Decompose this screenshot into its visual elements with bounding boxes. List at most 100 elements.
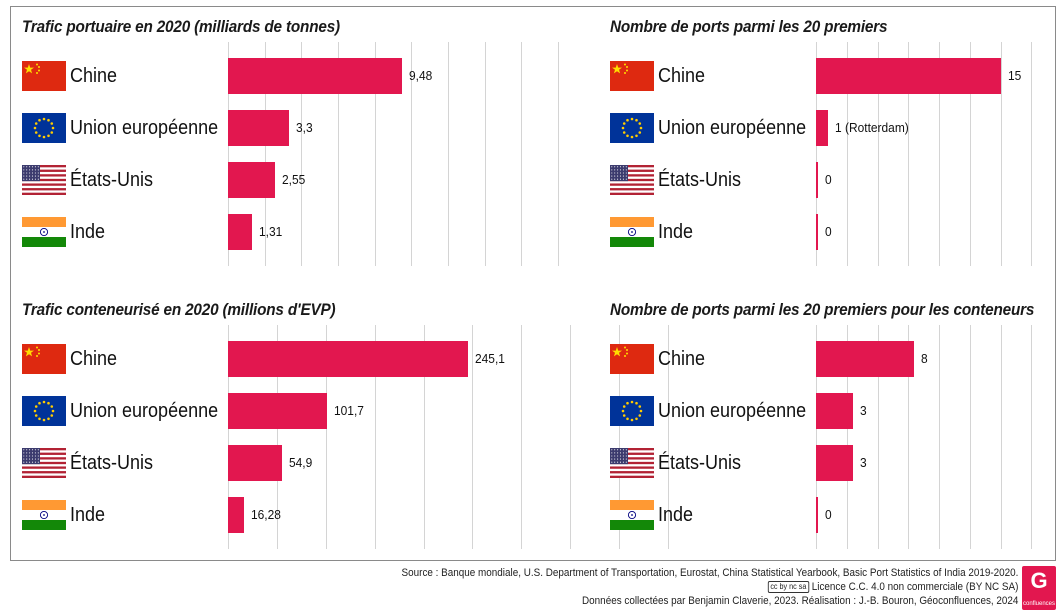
category-label: Inde	[70, 504, 106, 526]
gridline	[619, 325, 620, 549]
footer: Source : Banque mondiale, U.S. Departmen…	[333, 566, 1018, 608]
bar-inde	[228, 497, 244, 533]
value-label: 101,7	[334, 403, 365, 418]
gridline	[816, 325, 817, 549]
license-text: Licence C.C. 4.0 non commerciale (BY NC …	[811, 581, 1018, 593]
gridline	[570, 325, 571, 549]
eu-flag-icon	[610, 113, 654, 143]
gridline	[228, 42, 229, 266]
value-label: 0	[824, 224, 832, 239]
bar-chine	[228, 58, 402, 94]
gridline	[1031, 42, 1032, 266]
row-inde: Inde	[22, 214, 212, 254]
gridline	[265, 42, 266, 266]
gridline	[939, 42, 940, 266]
china-flag-icon	[610, 344, 654, 374]
india-flag-icon	[22, 500, 66, 530]
bar-etats-unis	[228, 162, 275, 198]
india-flag-icon	[610, 217, 654, 247]
row-union-europeenne: Union européenne	[610, 110, 806, 150]
gridline	[847, 325, 848, 549]
value-label: 1 (Rotterdam)	[835, 120, 910, 135]
gridline	[908, 325, 909, 549]
gridline	[521, 325, 522, 549]
logo-text: confluences	[1022, 601, 1056, 607]
bar-chine	[228, 341, 468, 377]
gridline	[424, 325, 425, 549]
row-etats-unis: États-Unis	[22, 162, 212, 202]
gridline	[908, 42, 909, 266]
bar-etats-unis	[816, 162, 818, 198]
gridline	[448, 42, 449, 266]
category-label: États-Unis	[658, 169, 742, 191]
chart-title: Trafic portuaire en 2020 (milliards de t…	[22, 17, 340, 36]
china-flag-icon	[610, 61, 654, 91]
bar-etats-unis	[228, 445, 282, 481]
usa-flag-icon	[610, 448, 654, 478]
chart-title: Trafic conteneurisé en 2020 (millions d'…	[22, 300, 336, 319]
gridline	[1031, 325, 1032, 549]
chart-title: Nombre de ports parmi les 20 premiers po…	[610, 300, 1035, 319]
chart-title: Nombre de ports parmi les 20 premiers	[610, 17, 888, 36]
china-flag-icon	[22, 61, 66, 91]
value-label: 3,3	[295, 120, 313, 135]
gridline	[472, 325, 473, 549]
gridline	[1001, 42, 1002, 266]
gridline	[338, 42, 339, 266]
value-label: 15	[1007, 68, 1021, 83]
category-label: Inde	[658, 221, 694, 243]
category-label: Union européenne	[658, 400, 807, 422]
category-label: Chine	[658, 65, 706, 87]
gridline	[411, 42, 412, 266]
row-chine: Chine	[610, 341, 800, 381]
gridline	[521, 42, 522, 266]
category-label: Chine	[70, 65, 118, 87]
row-inde: Inde	[610, 497, 800, 537]
bar-chine	[816, 58, 1001, 94]
bar-inde	[228, 214, 253, 250]
gridline	[878, 325, 879, 549]
gridline	[375, 42, 376, 266]
value-label: 0	[824, 507, 832, 522]
gridline	[847, 42, 848, 266]
bar-union-europeenne	[816, 393, 853, 429]
category-label: Inde	[658, 504, 694, 526]
category-label: Chine	[658, 348, 706, 370]
chart-frame	[10, 6, 1056, 561]
logo-letter: G	[1030, 568, 1048, 593]
bar-union-europeenne	[228, 393, 328, 429]
gridline	[301, 42, 302, 266]
bar-union-europeenne	[228, 110, 289, 146]
row-union-europeenne: Union européenne	[610, 393, 806, 433]
gridline	[375, 325, 376, 549]
india-flag-icon	[22, 217, 66, 247]
value-label: 1,31	[259, 224, 283, 239]
china-flag-icon	[22, 344, 66, 374]
india-flag-icon	[610, 500, 654, 530]
gridline	[326, 325, 327, 549]
eu-flag-icon	[22, 113, 66, 143]
value-label: 9,48	[408, 68, 433, 83]
eu-flag-icon	[22, 396, 66, 426]
gridline	[558, 42, 559, 266]
row-union-europeenne: Union européenne	[22, 393, 218, 433]
category-label: États-Unis	[658, 452, 742, 474]
gridline	[485, 42, 486, 266]
eu-flag-icon	[610, 396, 654, 426]
value-label: 54,9	[288, 455, 312, 470]
bar-etats-unis	[816, 445, 853, 481]
gridline	[970, 42, 971, 266]
row-etats-unis: États-Unis	[610, 162, 800, 202]
gridline	[970, 325, 971, 549]
value-label: 3	[859, 455, 867, 470]
gridline	[939, 325, 940, 549]
value-label: 3	[859, 403, 867, 418]
bar-chine	[816, 341, 915, 377]
gridline	[878, 42, 879, 266]
row-inde: Inde	[610, 214, 800, 254]
usa-flag-icon	[610, 165, 654, 195]
value-label: 2,55	[281, 172, 306, 187]
category-label: Chine	[70, 348, 118, 370]
gridline	[816, 42, 817, 266]
